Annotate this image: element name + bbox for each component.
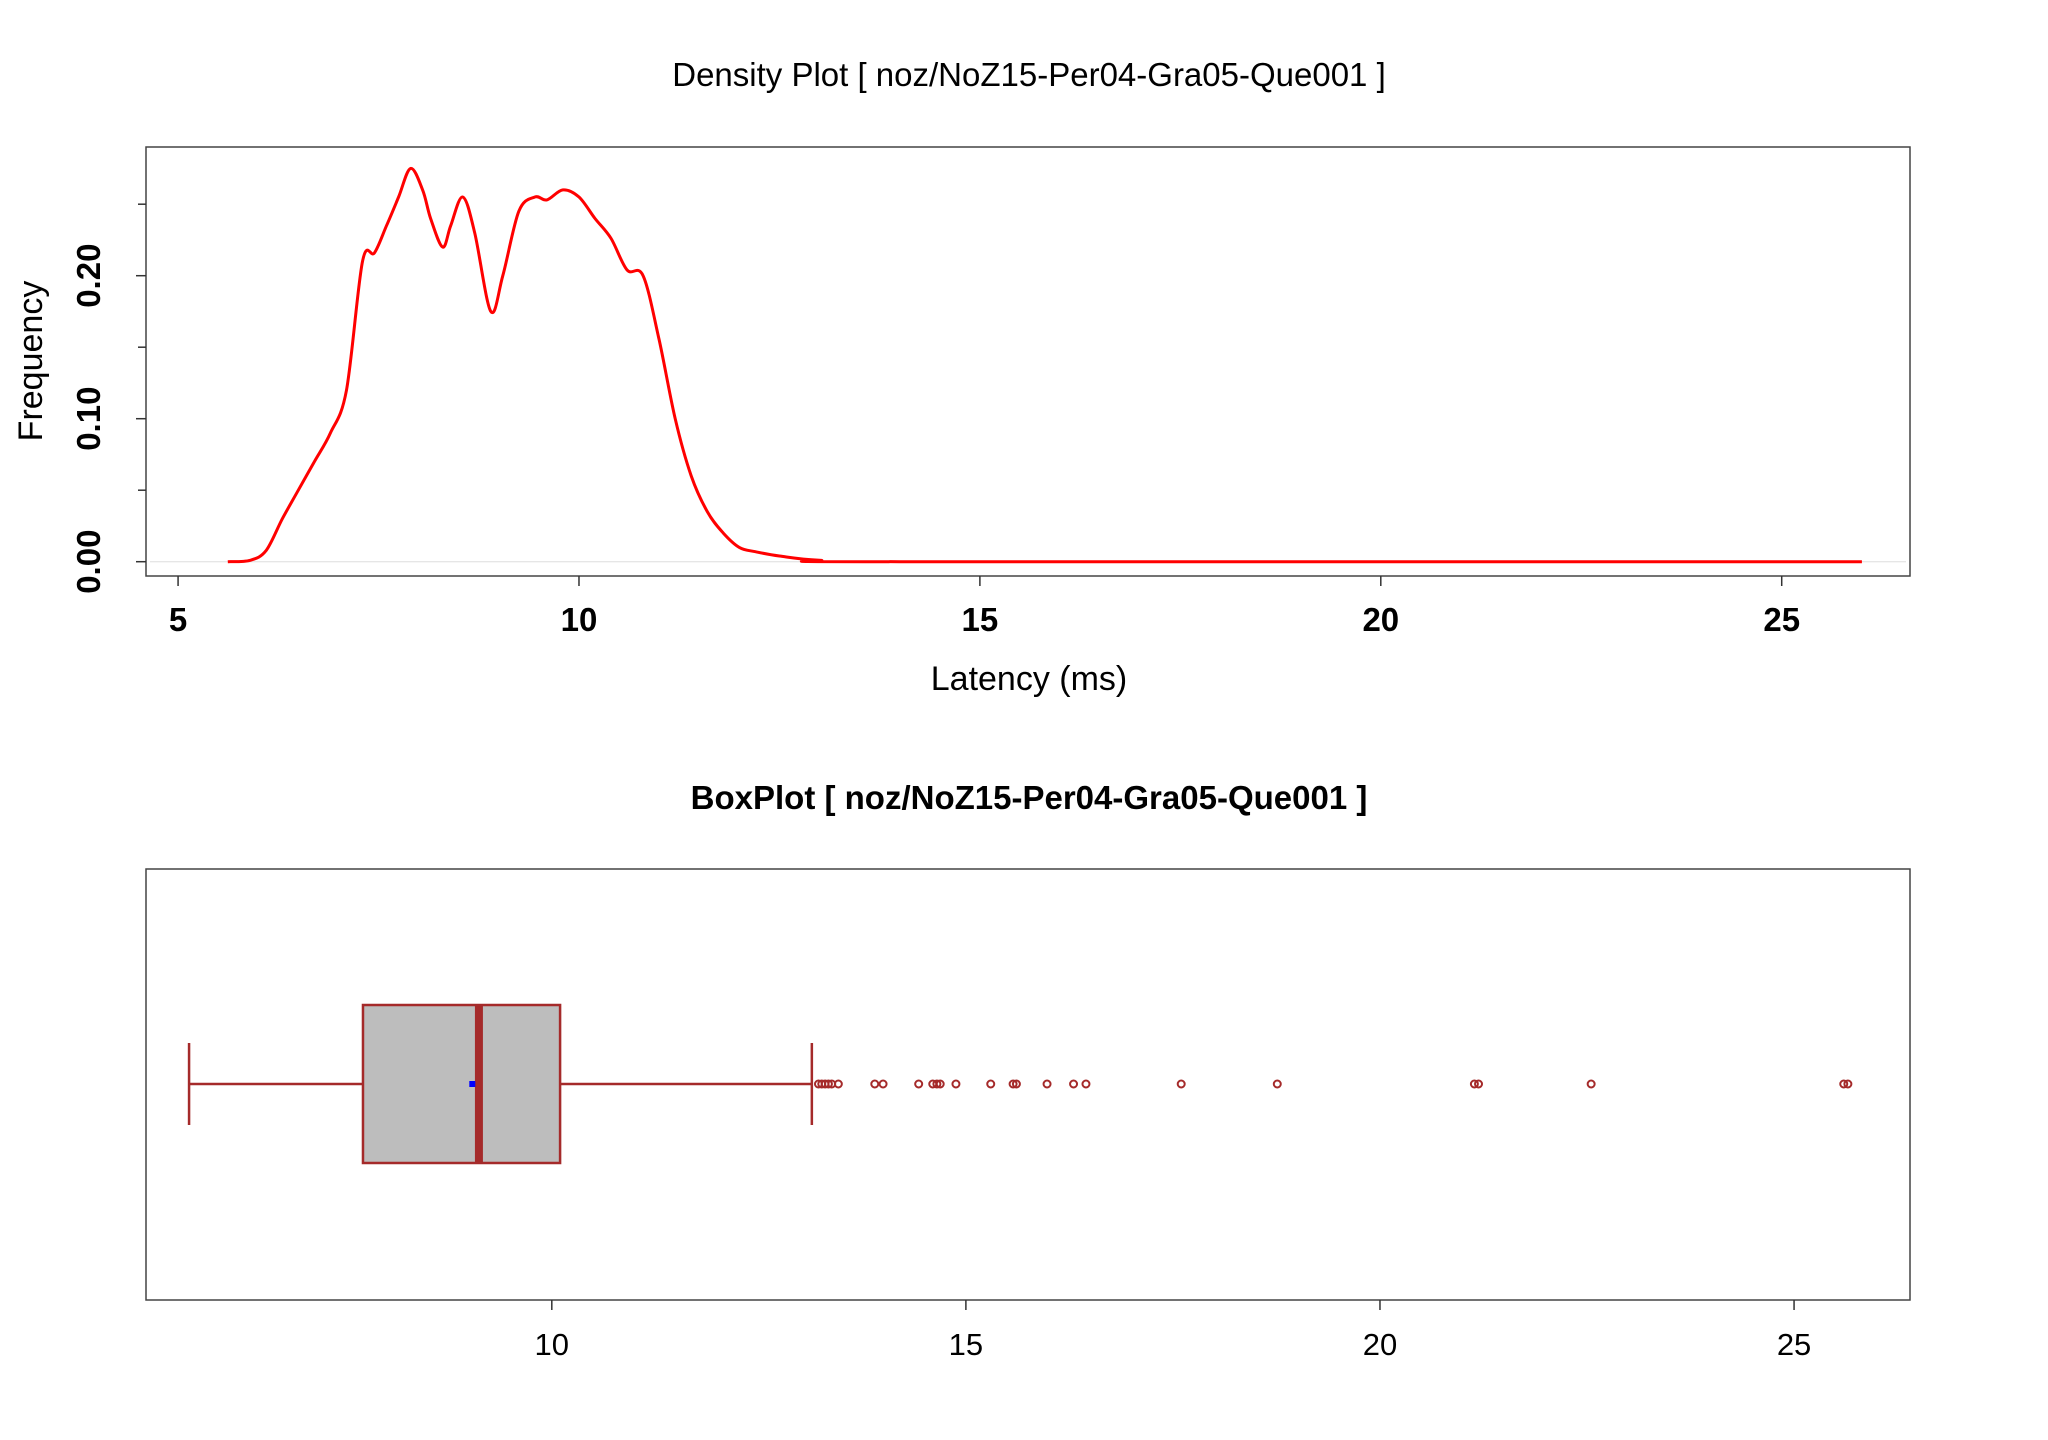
density-x-axis-label: Latency (ms) [931,660,1128,698]
outlier-point [935,1079,945,1089]
density-plot-frame [145,146,1911,577]
density-x-tick-label: 15 [962,601,999,638]
outlier-point [1272,1079,1282,1089]
outlier-point [1008,1079,1018,1089]
boxplot-x-tick-label: 15 [949,1327,983,1362]
density-tick-labels: 5 10 15 20 25 0.00 0.10 0.20 [70,244,1800,638]
outlier-point [1069,1079,1079,1089]
boxplot-tick-labels: 10 15 20 25 [535,1327,1812,1362]
outlier-point [1586,1079,1596,1089]
density-title: Density Plot [ noz/NoZ15-Per04-Gra05-Que… [672,56,1386,93]
mean-marker [469,1081,476,1087]
boxplot-plot-frame [145,868,1911,1301]
outlier-point [1839,1079,1849,1089]
boxplot-panel: BoxPlot [ noz/NoZ15-Per04-Gra05-Que001 ]… [145,779,1911,1362]
boxplot-axis-ticks [551,1300,1795,1310]
density-axis-ticks [136,203,1783,586]
outlier-point [870,1079,880,1089]
interquartile-box [361,1003,562,1165]
density-x-tick-label: 20 [1362,601,1399,638]
outlier-point [833,1079,843,1089]
boxplot-title: BoxPlot [ noz/NoZ15-Per04-Gra05-Que001 ] [691,779,1368,816]
density-y-tick-label: 0.10 [70,387,107,451]
outlier-point [1042,1079,1052,1089]
density-y-tick-label: 0.20 [70,244,107,308]
outlier-point [823,1079,833,1089]
density-y-tick-label: 0.00 [70,530,107,594]
density-panel: Density Plot [ noz/NoZ15-Per04-Gra05-Que… [12,56,1911,698]
density-curve [227,166,1862,564]
outlier-point [1011,1079,1021,1089]
density-x-tick-label: 10 [561,601,598,638]
outlier-point [986,1079,996,1089]
outlier-point [1176,1079,1186,1089]
density-x-tick-label: 5 [169,601,187,638]
outlier-point [1469,1079,1479,1089]
boxplot-x-tick-label: 10 [535,1327,569,1362]
outlier-point [1474,1079,1484,1089]
boxplot-x-tick-label: 20 [1363,1327,1397,1362]
outlier-point [1081,1079,1091,1089]
density-x-tick-label: 25 [1763,601,1800,638]
outlier-point [951,1079,961,1089]
outlier-point [914,1079,924,1089]
density-y-axis-label: Frequency [12,281,50,442]
boxplot-x-tick-label: 25 [1777,1327,1811,1362]
outlier-point [932,1079,942,1089]
boxplot-marks [187,1003,1853,1165]
outlier-point [1843,1079,1853,1089]
outlier-point [878,1079,888,1089]
